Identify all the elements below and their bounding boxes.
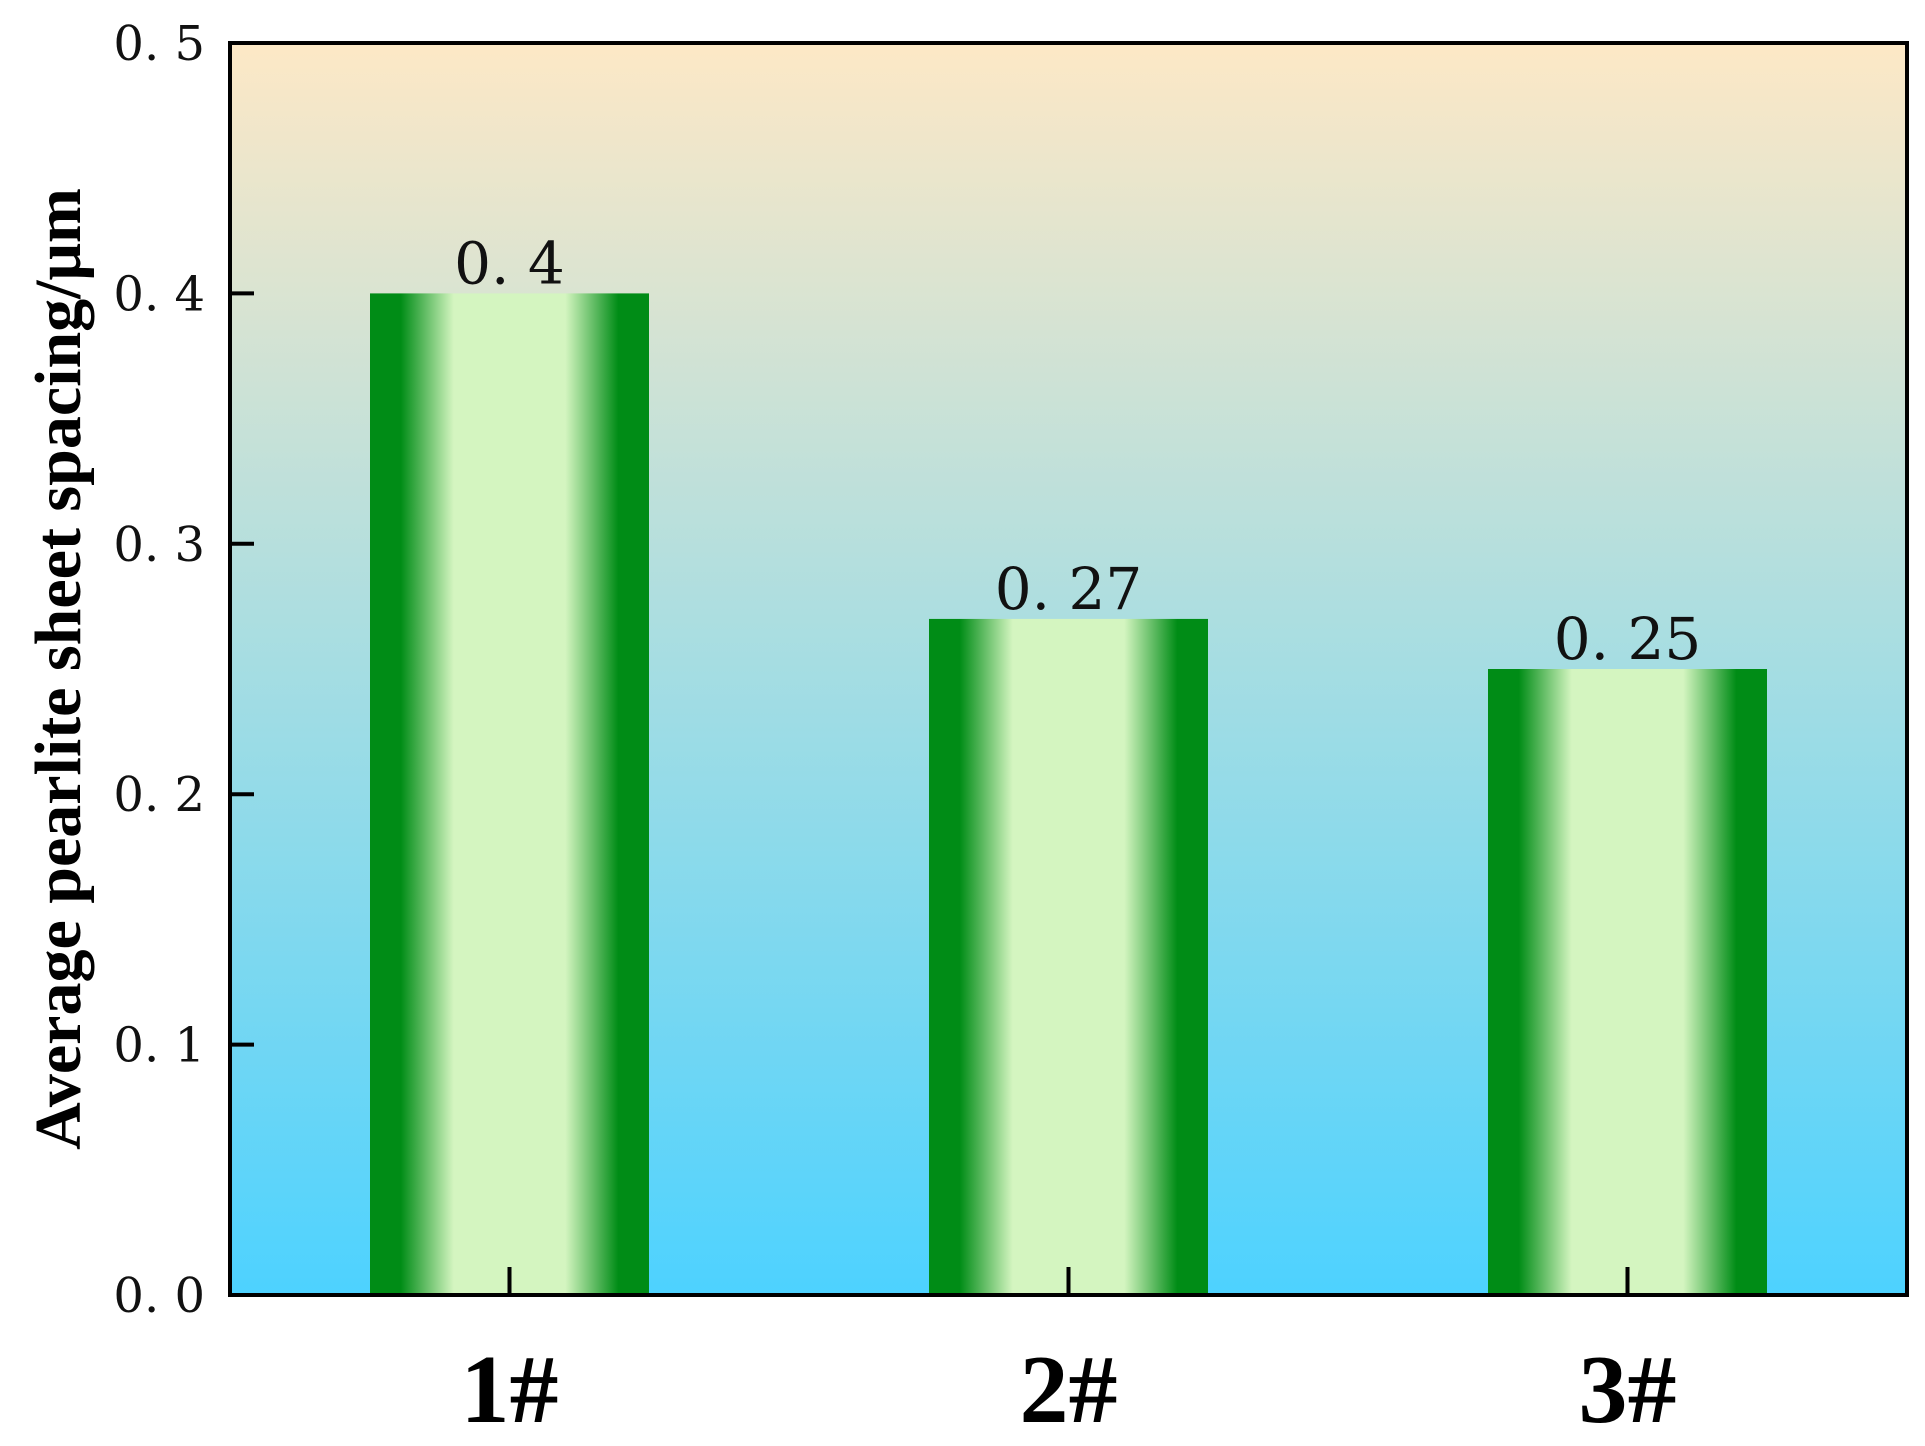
bar-value-label: 0. 4	[454, 229, 565, 297]
bars-layer	[370, 293, 1767, 1295]
x-tick-label: 3#	[1579, 1336, 1677, 1441]
value-labels-layer: 0. 4 0. 27 0. 25	[454, 229, 1701, 673]
y-tick-label: 0. 4	[113, 266, 205, 322]
bar-value-label: 0. 27	[995, 555, 1143, 623]
y-tick-label: 0. 2	[113, 767, 205, 823]
y-tick-label: 0. 1	[113, 1018, 205, 1074]
y-tick-label: 0. 5	[113, 16, 205, 72]
y-tick-label: 0. 3	[113, 517, 205, 573]
bar-value-label: 0. 25	[1554, 605, 1702, 673]
y-tick-label: 0. 0	[113, 1268, 205, 1324]
y-axis: 0. 0 0. 1 0. 2 0. 3 0. 4 0. 5	[113, 16, 254, 1324]
bar-2	[929, 618, 1208, 1295]
x-tick-label: 1#	[461, 1336, 559, 1441]
y-axis-label: Average pearlite sheet spacing/μm	[22, 188, 95, 1150]
x-tick-label: 2#	[1020, 1336, 1118, 1441]
x-axis: 1# 2# 3#	[461, 1267, 1677, 1444]
bar-3	[1488, 669, 1767, 1295]
bar-1	[370, 293, 649, 1295]
